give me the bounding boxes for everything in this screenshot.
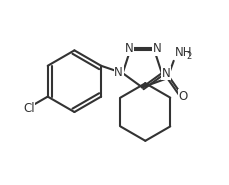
Text: O: O: [179, 90, 188, 103]
Text: Cl: Cl: [23, 102, 35, 115]
Text: NH: NH: [175, 46, 192, 59]
Text: N: N: [153, 42, 162, 55]
Text: N: N: [125, 42, 134, 55]
Text: N: N: [161, 67, 170, 80]
Text: 2: 2: [186, 52, 191, 61]
Text: N: N: [114, 66, 123, 79]
